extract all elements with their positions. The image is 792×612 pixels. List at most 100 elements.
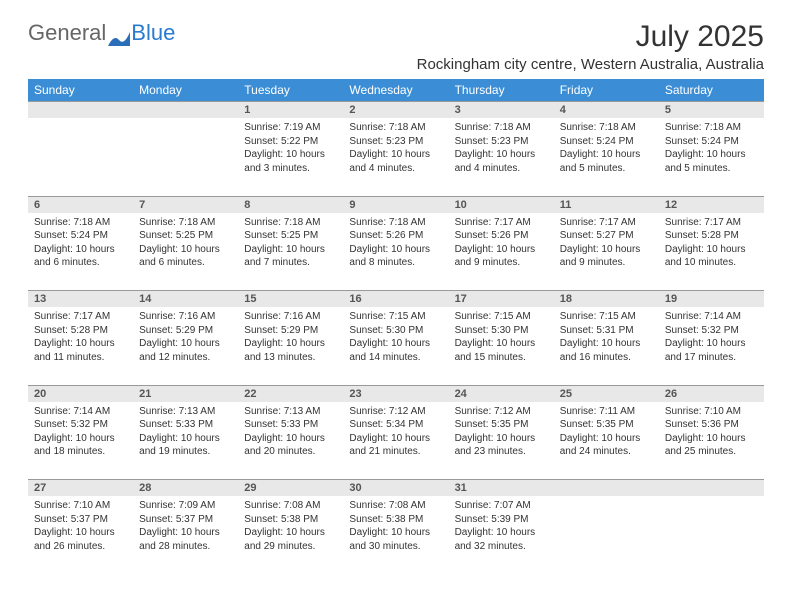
daylight-text: Daylight: 10 hours and 6 minutes. [34,243,127,270]
day-cell [554,496,659,574]
daylight-text: Daylight: 10 hours and 19 minutes. [139,432,232,459]
day-number-row: 2728293031 [28,480,764,497]
day-header: Saturday [659,79,764,102]
day-number: 6 [28,196,133,213]
day-header: Tuesday [238,79,343,102]
daylight-text: Daylight: 10 hours and 9 minutes. [455,243,548,270]
daylight-text: Daylight: 10 hours and 5 minutes. [665,148,758,175]
daylight-text: Daylight: 10 hours and 8 minutes. [349,243,442,270]
daylight-text: Daylight: 10 hours and 4 minutes. [455,148,548,175]
day-cell: Sunrise: 7:17 AMSunset: 5:28 PMDaylight:… [659,213,764,291]
sunrise-text: Sunrise: 7:15 AM [560,310,653,324]
day-cell: Sunrise: 7:13 AMSunset: 5:33 PMDaylight:… [133,402,238,480]
sunrise-text: Sunrise: 7:14 AM [34,405,127,419]
day-content-row: Sunrise: 7:17 AMSunset: 5:28 PMDaylight:… [28,307,764,385]
sunset-text: Sunset: 5:29 PM [244,324,337,338]
day-number: 5 [659,102,764,119]
sunrise-text: Sunrise: 7:12 AM [349,405,442,419]
day-content-row: Sunrise: 7:18 AMSunset: 5:24 PMDaylight:… [28,213,764,291]
sunrise-text: Sunrise: 7:19 AM [244,121,337,135]
sunset-text: Sunset: 5:30 PM [455,324,548,338]
daylight-text: Daylight: 10 hours and 17 minutes. [665,337,758,364]
logo-wave-icon [108,26,130,40]
title-block: July 2025 Rockingham city centre, Wester… [417,20,764,73]
sunset-text: Sunset: 5:39 PM [455,513,548,527]
day-number: 12 [659,196,764,213]
daylight-text: Daylight: 10 hours and 26 minutes. [34,526,127,553]
day-header: Wednesday [343,79,448,102]
month-title: July 2025 [417,20,764,54]
day-content-row: Sunrise: 7:10 AMSunset: 5:37 PMDaylight:… [28,496,764,574]
day-cell: Sunrise: 7:18 AMSunset: 5:24 PMDaylight:… [28,213,133,291]
sunrise-text: Sunrise: 7:08 AM [349,499,442,513]
sunrise-text: Sunrise: 7:16 AM [244,310,337,324]
day-cell: Sunrise: 7:12 AMSunset: 5:34 PMDaylight:… [343,402,448,480]
daylight-text: Daylight: 10 hours and 7 minutes. [244,243,337,270]
day-cell: Sunrise: 7:19 AMSunset: 5:22 PMDaylight:… [238,118,343,196]
sunrise-text: Sunrise: 7:16 AM [139,310,232,324]
day-number: 10 [449,196,554,213]
day-cell: Sunrise: 7:13 AMSunset: 5:33 PMDaylight:… [238,402,343,480]
day-cell: Sunrise: 7:17 AMSunset: 5:26 PMDaylight:… [449,213,554,291]
daylight-text: Daylight: 10 hours and 29 minutes. [244,526,337,553]
day-cell: Sunrise: 7:14 AMSunset: 5:32 PMDaylight:… [659,307,764,385]
day-number: 28 [133,480,238,497]
daylight-text: Daylight: 10 hours and 11 minutes. [34,337,127,364]
day-number: 22 [238,385,343,402]
sunrise-text: Sunrise: 7:18 AM [455,121,548,135]
daylight-text: Daylight: 10 hours and 9 minutes. [560,243,653,270]
day-number [28,102,133,119]
day-cell [133,118,238,196]
day-cell: Sunrise: 7:17 AMSunset: 5:28 PMDaylight:… [28,307,133,385]
sunrise-text: Sunrise: 7:18 AM [665,121,758,135]
sunset-text: Sunset: 5:29 PM [139,324,232,338]
header: General Blue July 2025 Rockingham city c… [28,20,764,73]
sunset-text: Sunset: 5:23 PM [349,135,442,149]
day-cell: Sunrise: 7:18 AMSunset: 5:26 PMDaylight:… [343,213,448,291]
daylight-text: Daylight: 10 hours and 15 minutes. [455,337,548,364]
day-cell: Sunrise: 7:15 AMSunset: 5:30 PMDaylight:… [449,307,554,385]
sunrise-text: Sunrise: 7:18 AM [349,121,442,135]
day-number: 26 [659,385,764,402]
day-cell: Sunrise: 7:09 AMSunset: 5:37 PMDaylight:… [133,496,238,574]
day-content-row: Sunrise: 7:19 AMSunset: 5:22 PMDaylight:… [28,118,764,196]
calendar-table: Sunday Monday Tuesday Wednesday Thursday… [28,79,764,574]
day-number: 7 [133,196,238,213]
sunrise-text: Sunrise: 7:17 AM [455,216,548,230]
sunset-text: Sunset: 5:32 PM [665,324,758,338]
day-number: 4 [554,102,659,119]
sunset-text: Sunset: 5:24 PM [560,135,653,149]
day-cell: Sunrise: 7:18 AMSunset: 5:25 PMDaylight:… [133,213,238,291]
sunrise-text: Sunrise: 7:09 AM [139,499,232,513]
daylight-text: Daylight: 10 hours and 14 minutes. [349,337,442,364]
day-cell: Sunrise: 7:10 AMSunset: 5:36 PMDaylight:… [659,402,764,480]
sunrise-text: Sunrise: 7:13 AM [244,405,337,419]
day-cell: Sunrise: 7:08 AMSunset: 5:38 PMDaylight:… [343,496,448,574]
day-number: 18 [554,291,659,308]
daylight-text: Daylight: 10 hours and 23 minutes. [455,432,548,459]
daylight-text: Daylight: 10 hours and 10 minutes. [665,243,758,270]
day-number: 29 [238,480,343,497]
sunset-text: Sunset: 5:25 PM [244,229,337,243]
sunrise-text: Sunrise: 7:17 AM [34,310,127,324]
daylight-text: Daylight: 10 hours and 30 minutes. [349,526,442,553]
day-cell: Sunrise: 7:12 AMSunset: 5:35 PMDaylight:… [449,402,554,480]
day-number-row: 13141516171819 [28,291,764,308]
day-number: 1 [238,102,343,119]
sunset-text: Sunset: 5:37 PM [34,513,127,527]
day-content-row: Sunrise: 7:14 AMSunset: 5:32 PMDaylight:… [28,402,764,480]
day-number: 3 [449,102,554,119]
day-number: 11 [554,196,659,213]
sunrise-text: Sunrise: 7:18 AM [244,216,337,230]
day-number: 19 [659,291,764,308]
day-number-row: 20212223242526 [28,385,764,402]
sunset-text: Sunset: 5:24 PM [665,135,758,149]
daylight-text: Daylight: 10 hours and 21 minutes. [349,432,442,459]
daylight-text: Daylight: 10 hours and 4 minutes. [349,148,442,175]
day-number [133,102,238,119]
sunrise-text: Sunrise: 7:15 AM [349,310,442,324]
daylight-text: Daylight: 10 hours and 3 minutes. [244,148,337,175]
sunset-text: Sunset: 5:28 PM [665,229,758,243]
day-cell: Sunrise: 7:15 AMSunset: 5:30 PMDaylight:… [343,307,448,385]
daylight-text: Daylight: 10 hours and 13 minutes. [244,337,337,364]
